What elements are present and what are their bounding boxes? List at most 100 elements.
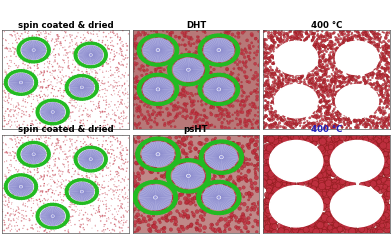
Point — [327, 218, 333, 222]
Point — [118, 54, 125, 57]
Point — [382, 68, 388, 72]
Point — [348, 39, 355, 43]
Point — [66, 117, 72, 121]
Point — [38, 184, 44, 188]
Point — [124, 62, 130, 66]
Circle shape — [141, 79, 144, 82]
Point — [194, 46, 200, 50]
Point — [13, 189, 20, 193]
Point — [86, 165, 93, 168]
Point — [199, 119, 205, 123]
Point — [26, 95, 32, 99]
Point — [20, 84, 27, 88]
Point — [42, 94, 49, 98]
Point — [189, 37, 195, 41]
Point — [65, 115, 71, 119]
Point — [370, 37, 376, 40]
Point — [276, 75, 283, 79]
Point — [9, 192, 16, 196]
Circle shape — [227, 61, 231, 64]
Point — [225, 223, 232, 227]
Point — [381, 31, 387, 35]
Point — [195, 50, 201, 54]
Point — [334, 94, 340, 97]
Point — [265, 56, 271, 60]
Point — [47, 70, 53, 74]
Point — [16, 48, 22, 52]
Point — [318, 176, 324, 179]
Point — [84, 176, 90, 179]
Point — [22, 82, 28, 86]
Point — [51, 152, 57, 155]
Point — [105, 184, 111, 188]
Point — [72, 184, 78, 188]
Point — [77, 62, 83, 65]
Circle shape — [11, 91, 14, 93]
Circle shape — [42, 163, 44, 165]
Point — [385, 60, 391, 64]
Point — [362, 78, 368, 82]
Point — [25, 77, 32, 80]
Point — [44, 79, 51, 83]
Point — [269, 179, 275, 183]
Point — [162, 38, 168, 42]
Point — [34, 209, 41, 213]
Point — [157, 221, 163, 224]
Point — [314, 37, 320, 41]
Point — [178, 58, 184, 62]
Point — [323, 172, 330, 175]
Point — [49, 169, 56, 173]
Circle shape — [172, 202, 176, 205]
Circle shape — [5, 84, 7, 86]
Point — [20, 146, 27, 149]
Circle shape — [136, 188, 140, 191]
Point — [379, 89, 385, 92]
Circle shape — [67, 197, 70, 199]
Point — [34, 163, 40, 166]
Point — [212, 76, 218, 79]
Point — [283, 226, 289, 230]
Point — [270, 178, 276, 181]
Point — [232, 199, 238, 203]
Point — [363, 138, 369, 142]
Point — [313, 93, 319, 97]
Circle shape — [235, 188, 238, 191]
Point — [88, 183, 94, 187]
Point — [336, 110, 342, 114]
Point — [167, 37, 174, 41]
Point — [314, 43, 321, 46]
Point — [30, 92, 36, 96]
Circle shape — [240, 154, 243, 157]
Point — [78, 198, 84, 202]
Point — [218, 159, 224, 163]
Point — [12, 47, 18, 51]
Point — [114, 139, 121, 142]
Point — [268, 110, 274, 114]
Point — [13, 123, 19, 127]
Point — [57, 42, 63, 45]
Point — [265, 108, 271, 111]
Circle shape — [204, 167, 208, 170]
Point — [375, 134, 381, 137]
Point — [181, 183, 187, 186]
Point — [317, 76, 323, 80]
Point — [386, 102, 392, 106]
Point — [216, 188, 222, 192]
Point — [132, 93, 138, 97]
Point — [278, 186, 285, 189]
Point — [34, 66, 40, 70]
Circle shape — [148, 75, 152, 77]
Point — [134, 109, 140, 113]
Point — [154, 190, 160, 194]
Point — [46, 78, 52, 82]
Point — [193, 72, 200, 76]
Point — [272, 73, 279, 77]
Point — [211, 84, 217, 87]
Point — [311, 231, 317, 234]
Circle shape — [20, 146, 23, 148]
Point — [1, 202, 7, 206]
Point — [288, 36, 294, 39]
Circle shape — [138, 160, 142, 163]
Point — [264, 105, 270, 108]
Circle shape — [47, 153, 50, 155]
